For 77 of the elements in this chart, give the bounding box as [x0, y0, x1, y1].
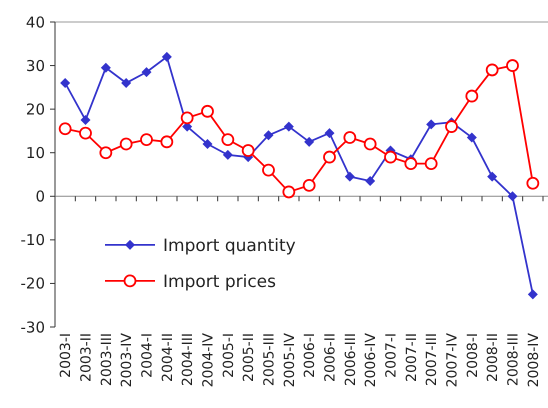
- x-tick-label: 2004-I: [140, 333, 156, 378]
- point: [222, 150, 233, 160]
- x-tick-label: 2008-III: [506, 333, 522, 386]
- point: [140, 133, 153, 146]
- x-tick-label: 2005-I: [220, 333, 237, 378]
- point: [365, 176, 376, 186]
- x-tick-label: 2004-II: [160, 333, 176, 382]
- y-tick-label: -30: [20, 318, 45, 336]
- point: [445, 120, 458, 133]
- x-tick-label: 2007-IV: [444, 332, 460, 388]
- point: [162, 52, 172, 62]
- x-tick-label: 2003-I: [58, 333, 74, 378]
- y-tick-label: 20: [26, 100, 45, 118]
- point: [60, 78, 70, 88]
- point: [142, 67, 152, 78]
- point: [364, 138, 377, 150]
- x-tick-label: 2003-IV: [119, 332, 136, 388]
- legend-label: Import quantity: [163, 236, 296, 256]
- point: [262, 164, 275, 177]
- x-tick-label: 2003-III: [98, 333, 115, 386]
- x-tick-label: 2007-II: [404, 333, 420, 382]
- y-tick-label: 30: [26, 56, 45, 75]
- point: [487, 172, 498, 182]
- point: [221, 133, 234, 146]
- x-tick-label: 2008-II: [485, 333, 502, 382]
- x-tick-label: 2006-II: [322, 333, 338, 382]
- point: [180, 111, 194, 124]
- point: [242, 144, 255, 157]
- y-tick-label: -10: [20, 231, 45, 250]
- point: [343, 131, 356, 144]
- point: [404, 157, 418, 170]
- point: [201, 104, 214, 118]
- point: [264, 130, 274, 140]
- point: [508, 191, 518, 202]
- x-tick-label: 2004-IV: [200, 332, 216, 388]
- y-tick-label: 0: [35, 188, 45, 206]
- point: [324, 128, 334, 138]
- point: [526, 176, 540, 190]
- point: [304, 136, 314, 147]
- x-tick-label: 2008-I: [464, 333, 481, 378]
- point: [424, 157, 438, 170]
- y-tick-label: 40: [26, 13, 45, 32]
- point: [121, 78, 132, 88]
- point: [100, 62, 111, 73]
- point: [344, 172, 355, 182]
- point: [284, 122, 294, 132]
- point: [282, 186, 296, 198]
- x-tick-label: 2004-III: [180, 333, 196, 386]
- x-tick-label: 2006-IV: [363, 332, 380, 388]
- point: [486, 64, 499, 76]
- point: [323, 150, 336, 164]
- x-tick-label: 2007-I: [384, 333, 400, 378]
- x-tick-label: 2005-IV: [282, 332, 298, 388]
- point: [160, 135, 174, 148]
- point: [426, 119, 436, 130]
- point: [202, 139, 212, 149]
- point: [384, 150, 397, 164]
- point: [465, 90, 478, 102]
- point: [302, 178, 316, 192]
- legend-label: Import prices: [163, 272, 276, 292]
- x-tick-label: 2006-III: [342, 333, 359, 386]
- x-tick-label: 2005-II: [241, 333, 258, 382]
- point: [528, 289, 538, 300]
- point: [120, 138, 133, 150]
- point: [58, 122, 72, 136]
- x-tick-label: 2003-II: [78, 333, 94, 382]
- x-tick-label: 2008-IV: [526, 332, 542, 388]
- x-tick-label: 2006-I: [302, 333, 318, 378]
- y-tick-label: -20: [20, 274, 45, 293]
- point: [506, 59, 519, 72]
- point: [466, 132, 477, 142]
- y-tick-label: 10: [26, 144, 45, 162]
- x-tick-label: 2007-III: [424, 333, 440, 386]
- point: [99, 146, 112, 160]
- x-tick-label: 2005-III: [262, 333, 278, 386]
- point: [80, 115, 90, 126]
- point: [79, 126, 92, 140]
